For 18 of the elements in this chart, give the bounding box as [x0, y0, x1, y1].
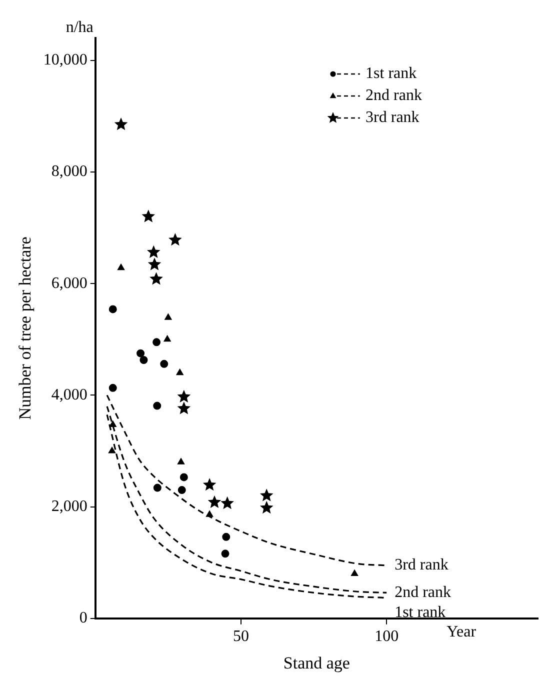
annotation: 2nd rank: [394, 584, 452, 601]
x-tick-label: 100: [374, 628, 399, 646]
y-tick-label: 0: [79, 610, 88, 627]
y-axis-title: Number of tree per hectare: [16, 236, 35, 420]
y-tick-label: 8,000: [51, 163, 88, 180]
x-axis-title: Stand age: [283, 653, 350, 672]
legend-label: 2nd rank: [366, 86, 422, 106]
y-tick-label: 4,000: [51, 386, 88, 404]
legend-label: 1st rank: [366, 64, 417, 84]
text: n/ha: [66, 19, 94, 36]
x-tick-label: 50: [232, 628, 249, 646]
annotation: 3rd rank: [394, 556, 448, 574]
text: Year: [446, 624, 477, 641]
y-tick-label: 6,000: [51, 274, 88, 292]
y-tick-label: 2,000: [51, 498, 88, 515]
annotation: 1st rank: [394, 604, 446, 621]
y-tick-label: 10,000: [43, 52, 88, 69]
legend-label: 3rd rank: [366, 108, 420, 128]
